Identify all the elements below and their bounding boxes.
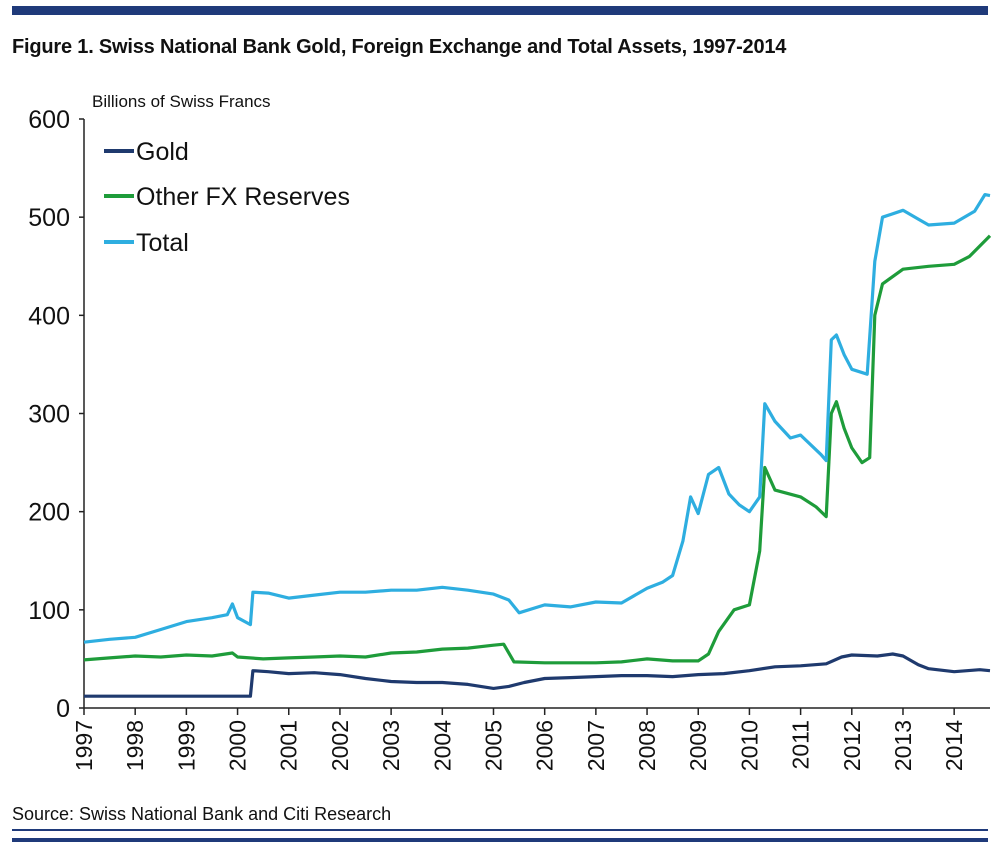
bottom-rule [12, 838, 988, 842]
x-tick-label: 2003 [378, 720, 404, 771]
bottom-separator [12, 829, 988, 831]
y-tick-label: 500 [28, 204, 70, 232]
x-tick-label: 2000 [225, 720, 251, 771]
series-line-other-fx-reserves [83, 234, 992, 665]
y-axis-label: Billions of Swiss Francs [92, 92, 271, 111]
x-tick-label: 2006 [532, 720, 558, 771]
y-tick-label: 0 [56, 695, 70, 723]
series-line-gold [84, 652, 991, 698]
y-tick-label: 200 [28, 499, 70, 527]
x-tick-label: 2002 [327, 720, 353, 771]
x-tick-label: 2008 [634, 720, 660, 771]
series-line-total [83, 193, 991, 644]
x-tick-label: 2001 [276, 720, 302, 771]
chart-title: Figure 1. Swiss National Bank Gold, Fore… [12, 36, 787, 58]
x-tick-label: 2011 [788, 720, 814, 769]
x-ticks: 1997 1998 1999 2000 2001 2002 2003 2004 2005 2006… [71, 708, 967, 771]
x-tick-label: 2009 [685, 720, 711, 771]
y-tick-label: 300 [28, 401, 70, 429]
legend-label: Total [136, 229, 189, 257]
y-ticks: 0 100 200 300 400 500 600 [28, 106, 84, 723]
x-tick-label: 2012 [839, 720, 865, 771]
x-tick-label: 1998 [122, 720, 148, 771]
legend-label: Other FX Reserves [136, 183, 350, 211]
series-lines [83, 193, 992, 698]
legend-label: Gold [136, 138, 189, 166]
y-tick-label: 400 [28, 302, 70, 330]
x-tick-label: 1997 [71, 720, 97, 771]
x-tick-label: 2010 [736, 720, 762, 771]
legend: Gold Other FX Reserves Total [104, 138, 350, 257]
y-tick-label: 600 [28, 106, 70, 134]
x-tick-label: 2005 [480, 720, 506, 771]
y-tick-label: 100 [28, 597, 70, 625]
source-note: Source: Swiss National Bank and Citi Res… [12, 804, 392, 824]
x-tick-label: 2014 [941, 720, 967, 771]
x-tick-label: 2007 [583, 720, 609, 771]
x-tick-label: 2004 [429, 720, 455, 771]
top-rule [12, 6, 988, 15]
x-tick-label: 1999 [173, 720, 199, 771]
x-tick-label: 2013 [890, 720, 916, 771]
